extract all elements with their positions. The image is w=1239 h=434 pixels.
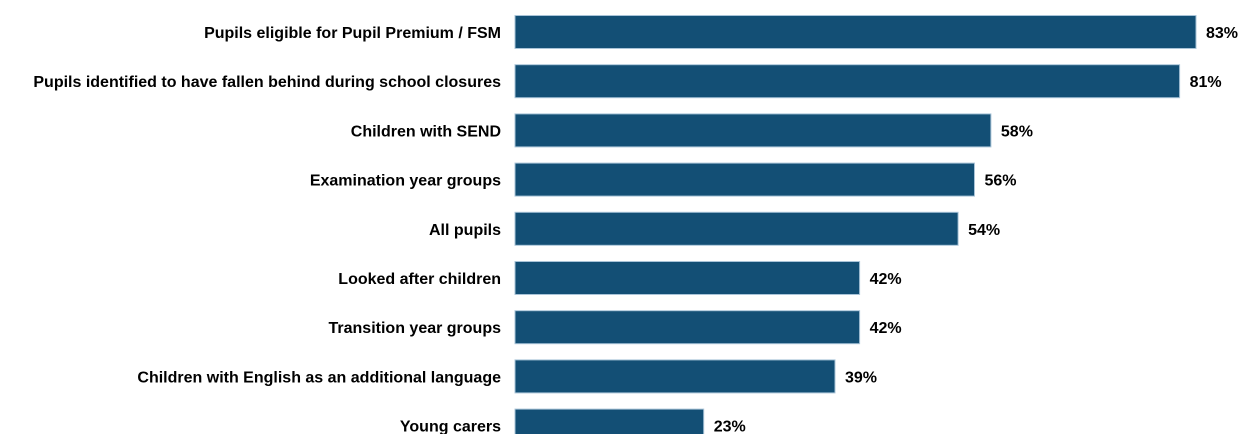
value-label: 56% xyxy=(985,173,1017,190)
category-label: Pupils identified to have fallen behind … xyxy=(33,74,501,91)
bar xyxy=(514,310,861,345)
bar xyxy=(514,113,992,148)
value-label: 42% xyxy=(870,320,902,337)
value-label: 42% xyxy=(870,271,902,288)
value-label: 23% xyxy=(714,419,746,434)
value-label: 83% xyxy=(1206,25,1238,42)
category-labels-group: Pupils eligible for Pupil Premium / FSM P… xyxy=(33,25,501,434)
bars-group xyxy=(514,15,1197,434)
value-label: 58% xyxy=(1001,123,1033,140)
bar xyxy=(514,408,705,434)
value-label: 39% xyxy=(845,369,877,386)
bar xyxy=(514,211,959,246)
bar xyxy=(514,359,836,394)
category-label: Children with English as an additional l… xyxy=(137,369,501,386)
bar xyxy=(514,261,861,295)
category-label: Looked after children xyxy=(338,271,501,288)
category-label: Young carers xyxy=(400,419,501,434)
category-label: Pupils eligible for Pupil Premium / FSM xyxy=(204,25,501,42)
value-label: 54% xyxy=(968,222,1000,239)
value-labels-group: 83% 81% 58% 56% 54% 42% 42% 39% 23% xyxy=(714,25,1238,434)
bar xyxy=(514,162,975,197)
category-label: Children with SEND xyxy=(351,123,501,140)
category-label: Examination year groups xyxy=(310,173,501,190)
category-label: All pupils xyxy=(429,222,501,239)
bar xyxy=(514,15,1197,49)
value-label: 81% xyxy=(1190,74,1222,91)
category-label: Transition year groups xyxy=(329,320,502,337)
bar xyxy=(514,64,1181,99)
